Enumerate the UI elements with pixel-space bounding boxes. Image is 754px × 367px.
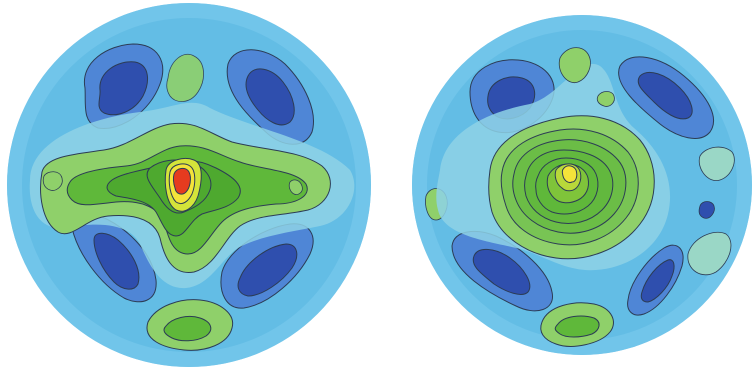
low-region-top-left xyxy=(83,43,164,129)
island-right-lower xyxy=(687,231,732,276)
high-region-bottom-right-map xyxy=(540,302,614,347)
low-region-bottom-right xyxy=(220,223,314,309)
high-region-top-left-map xyxy=(166,53,204,102)
peak-core-left xyxy=(172,167,191,195)
high-region-bottom-left-map xyxy=(146,299,234,351)
high-region-center-left xyxy=(40,122,331,273)
high-region-center-right xyxy=(488,115,655,260)
island-right-upper xyxy=(698,146,735,182)
low-speck-right-map xyxy=(698,201,715,219)
low-region-top-right xyxy=(226,49,314,145)
contour-map-right xyxy=(412,15,752,355)
contour-map-left xyxy=(7,3,371,367)
low-region-top-right-right-map xyxy=(618,56,715,139)
high-region-top-right-map xyxy=(558,47,615,107)
low-region-bottom-right-right-map xyxy=(627,244,684,316)
peak-core-right xyxy=(561,165,578,183)
